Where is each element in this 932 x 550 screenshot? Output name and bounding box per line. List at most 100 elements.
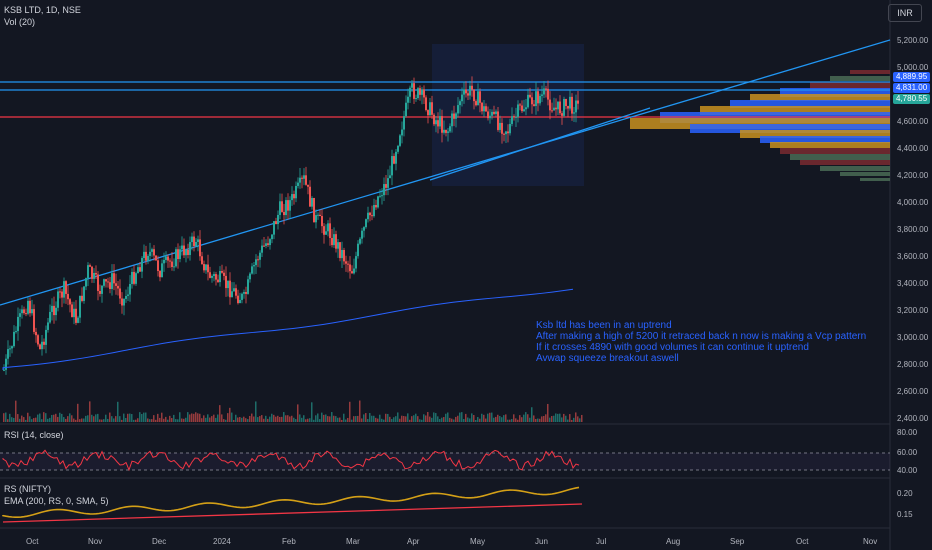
rsi-indicator-title[interactable]: RSI (14, close) bbox=[4, 430, 64, 440]
candle-body bbox=[447, 131, 449, 133]
volume-bar bbox=[171, 418, 173, 422]
candle-body bbox=[219, 271, 221, 283]
candle-body bbox=[435, 120, 437, 125]
candle-body bbox=[237, 295, 239, 304]
candle-body bbox=[15, 331, 17, 333]
candle-body bbox=[11, 346, 13, 349]
price-axis-label: 2,400.00 bbox=[897, 414, 929, 423]
volume-bar bbox=[315, 415, 317, 422]
time-axis-label: Jul bbox=[596, 537, 607, 546]
volume-bar bbox=[103, 419, 105, 422]
candle-body bbox=[145, 251, 147, 261]
volume-bar bbox=[181, 418, 183, 422]
candle-body bbox=[527, 94, 529, 108]
volume-bar bbox=[507, 419, 509, 422]
candle-body bbox=[381, 195, 383, 197]
candle-body bbox=[555, 107, 557, 110]
volume-bar bbox=[429, 416, 431, 422]
volume-profile-bar bbox=[760, 136, 890, 143]
price-axis-label: 5,200.00 bbox=[897, 36, 929, 45]
volume-bar bbox=[551, 416, 553, 422]
volume-bar bbox=[233, 419, 235, 422]
annotation-text-box[interactable]: Ksb ltd has been in an uptrend After mak… bbox=[536, 320, 866, 364]
candle-body bbox=[21, 309, 23, 314]
candle-body bbox=[305, 175, 307, 185]
candle-body bbox=[323, 226, 325, 235]
candle-body bbox=[497, 111, 499, 130]
volume-bar bbox=[347, 417, 349, 422]
candle-body bbox=[281, 201, 283, 212]
candle-body bbox=[17, 316, 19, 332]
volume-bar bbox=[219, 405, 221, 422]
volume-bar bbox=[85, 415, 87, 422]
candle-body bbox=[231, 291, 233, 298]
candle-body bbox=[213, 274, 215, 276]
candle-body bbox=[269, 239, 271, 246]
candle-body bbox=[501, 122, 503, 134]
candle-body bbox=[99, 290, 101, 294]
volume-bar bbox=[139, 412, 141, 422]
candle-body bbox=[201, 256, 203, 265]
candle-body bbox=[571, 96, 573, 114]
candle-body bbox=[113, 273, 115, 284]
candle-body bbox=[573, 112, 575, 114]
currency-button[interactable]: INR bbox=[888, 4, 922, 22]
ema-indicator-title[interactable]: EMA (200, RS, 0, SMA, 5) bbox=[4, 496, 109, 506]
volume-bar bbox=[215, 417, 217, 422]
volume-bar bbox=[229, 407, 231, 422]
volume-bar bbox=[569, 414, 571, 422]
rsi-axis-label: 60.00 bbox=[897, 448, 918, 457]
candle-body bbox=[29, 300, 31, 314]
volume-bar bbox=[397, 412, 399, 422]
candle-body bbox=[191, 236, 193, 243]
candle-body bbox=[467, 93, 469, 96]
volume-bar bbox=[173, 414, 175, 422]
volume-bar bbox=[553, 415, 555, 422]
time-axis-label: Sep bbox=[730, 537, 745, 546]
candle-body bbox=[217, 279, 219, 283]
volume-bar bbox=[253, 416, 255, 422]
volume-bar bbox=[403, 416, 405, 422]
candle-body bbox=[157, 260, 159, 272]
time-axis-label: 2024 bbox=[213, 537, 231, 546]
volume-profile-bar bbox=[840, 172, 890, 176]
candle-body bbox=[123, 298, 125, 306]
candle-body bbox=[235, 288, 237, 296]
candle-body bbox=[103, 279, 105, 286]
volume-bar bbox=[51, 414, 53, 422]
price-axis-label: 3,000.00 bbox=[897, 333, 929, 342]
symbol-title[interactable]: KSB LTD, 1D, NSE bbox=[4, 5, 81, 15]
candle-body bbox=[345, 261, 347, 264]
candle-body bbox=[465, 89, 467, 94]
rs-indicator-title[interactable]: RS (NIFTY) bbox=[4, 484, 51, 494]
volume-bar bbox=[483, 414, 485, 422]
volume-bar bbox=[301, 417, 303, 422]
volume-bar bbox=[499, 415, 501, 422]
rs-axis-label: 0.20 bbox=[897, 489, 913, 498]
time-axis-label: Nov bbox=[863, 537, 878, 546]
candle-body bbox=[289, 200, 291, 211]
candle-body bbox=[403, 116, 405, 130]
volume-bar bbox=[471, 413, 473, 422]
candle-body bbox=[405, 102, 407, 117]
volume-bar bbox=[193, 413, 195, 422]
candle-body bbox=[247, 279, 249, 294]
volume-profile-bar bbox=[860, 178, 890, 181]
volume-bar bbox=[291, 415, 293, 422]
candle-body bbox=[355, 256, 357, 269]
candle-body bbox=[325, 231, 327, 235]
candle-body bbox=[411, 83, 413, 88]
volume-bar bbox=[345, 419, 347, 422]
candle-body bbox=[53, 305, 55, 316]
candle-body bbox=[475, 101, 477, 106]
candle-body bbox=[515, 116, 517, 118]
candle-body bbox=[63, 281, 65, 298]
candle-body bbox=[391, 156, 393, 176]
candle-body bbox=[499, 122, 501, 130]
candle-body bbox=[347, 263, 349, 265]
volume-bar bbox=[359, 400, 361, 422]
volume-indicator-title[interactable]: Vol (20) bbox=[4, 17, 36, 27]
volume-bar bbox=[339, 417, 341, 422]
volume-bar bbox=[423, 414, 425, 422]
